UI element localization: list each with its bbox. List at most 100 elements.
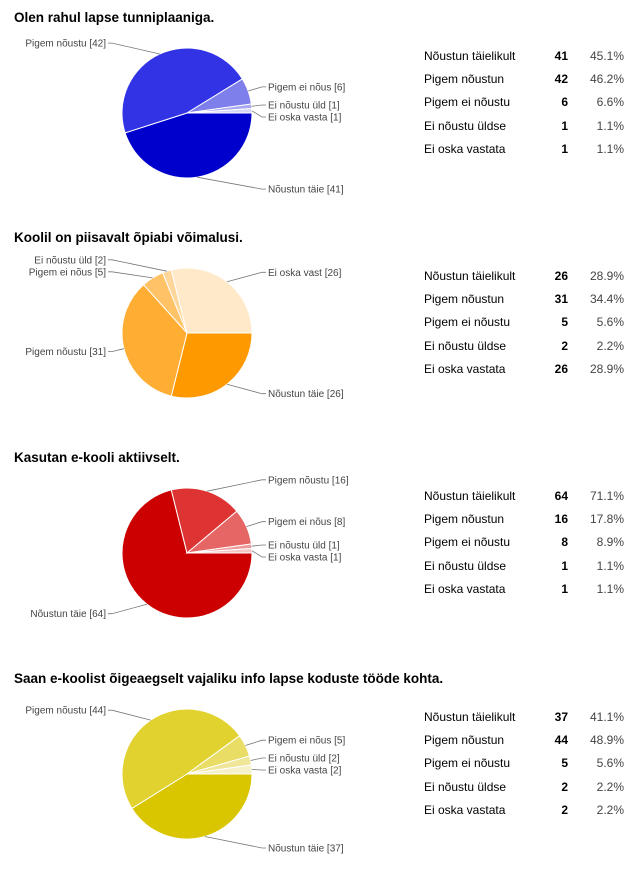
response-percent: 28.9% bbox=[589, 268, 624, 283]
pie-slice bbox=[170, 487, 238, 554]
pie-chart: Nõustun täie [64] Pigem nõustu [16] Pigem … bbox=[30, 475, 349, 620]
response-label: Pigem nõustun bbox=[424, 511, 505, 526]
slice-label: Ei oska vasta [1] bbox=[268, 553, 342, 564]
response-row: Ei nõustu üldse 2 2.2% bbox=[424, 334, 624, 357]
slice-label: Nõustun täie [64] bbox=[30, 609, 106, 620]
slice-leader-line bbox=[226, 383, 266, 395]
slice-leader-line bbox=[251, 769, 266, 771]
response-table: Nõustun täielikult 37 41.1% Pigem nõustun 44… bbox=[424, 705, 624, 821]
slice-leader-line bbox=[251, 550, 266, 558]
response-label: Ei oska vastata bbox=[424, 802, 506, 817]
question-title: Saan e-koolist õigeaegselt vajaliku info… bbox=[14, 671, 444, 686]
slice-label: Pigem ei nõus [6] bbox=[268, 82, 345, 93]
slice-leader-line bbox=[251, 544, 266, 547]
response-count: 1 bbox=[561, 558, 568, 573]
response-count: 5 bbox=[561, 756, 568, 771]
response-percent: 1.1% bbox=[596, 118, 624, 133]
response-label: Ei nõustu üldse bbox=[424, 118, 507, 133]
response-row: Ei nõustu üldse 2 2.2% bbox=[424, 775, 624, 798]
response-label: Ei nõustu üldse bbox=[424, 558, 507, 573]
response-percent: 2.2% bbox=[596, 802, 624, 817]
slice-label: Ei nõustu üld [2] bbox=[268, 754, 340, 765]
slice-label: Nõustun täie [37] bbox=[268, 844, 344, 855]
response-percent: 46.2% bbox=[589, 71, 624, 86]
response-count: 1 bbox=[561, 141, 568, 156]
pie-slice bbox=[121, 283, 188, 397]
response-percent: 1.1% bbox=[596, 558, 624, 573]
slice-label: Ei nõustu üld [1] bbox=[268, 101, 340, 112]
response-count: 26 bbox=[554, 268, 568, 283]
response-percent: 71.1% bbox=[589, 488, 624, 503]
response-count: 42 bbox=[554, 71, 568, 86]
response-row: Pigem ei nõustu 8 8.9% bbox=[424, 531, 624, 554]
response-percent: 48.9% bbox=[589, 732, 624, 747]
response-count: 16 bbox=[554, 511, 568, 526]
response-percent: 5.6% bbox=[596, 315, 624, 330]
response-label: Ei oska vastata bbox=[424, 141, 506, 156]
response-row: Nõustun täielikult 26 28.9% bbox=[424, 264, 624, 287]
response-percent: 28.9% bbox=[589, 361, 624, 376]
response-percent: 1.1% bbox=[596, 581, 624, 596]
pie-slice bbox=[186, 547, 253, 554]
slice-label: Pigem ei nõus [5] bbox=[29, 267, 106, 278]
response-label: Nõustun täielikult bbox=[424, 709, 516, 724]
response-row: Pigem ei nõustu 5 5.6% bbox=[424, 311, 624, 334]
response-count: 31 bbox=[554, 291, 568, 306]
response-row: Nõustun täielikult 64 71.1% bbox=[424, 484, 624, 507]
response-label: Pigem nõustun bbox=[424, 71, 505, 86]
response-label: Nõustun täielikult bbox=[424, 488, 516, 503]
response-row: Ei oska vastata 26 28.9% bbox=[424, 357, 624, 380]
question-section: Saan e-koolist õigeaegselt vajaliku info… bbox=[0, 671, 637, 891]
slice-label: Ei oska vasta [2] bbox=[268, 766, 342, 777]
response-count: 1 bbox=[561, 581, 568, 596]
question-title: Olen rahul lapse tunniplaaniga. bbox=[14, 10, 215, 25]
slice-leader-line bbox=[108, 348, 124, 352]
slice-leader-line bbox=[207, 479, 266, 492]
slice-leader-line bbox=[226, 271, 266, 283]
response-label: Ei nõustu üldse bbox=[424, 779, 507, 794]
slice-label: Pigem nõustu [44] bbox=[25, 706, 106, 717]
slice-label: Nõustun täie [26] bbox=[268, 389, 344, 400]
response-row: Ei nõustu üldse 1 1.1% bbox=[424, 554, 624, 577]
response-count: 44 bbox=[554, 732, 568, 747]
response-percent: 17.8% bbox=[589, 511, 624, 526]
slice-label: Pigem nõustu [42] bbox=[25, 39, 106, 50]
slice-label: Ei nõustu üld [1] bbox=[268, 541, 340, 552]
response-table: Nõustun täielikult 26 28.9% Pigem nõustun 31… bbox=[424, 264, 624, 380]
question-title: Koolil on piisavalt õpiabi võimalusi. bbox=[14, 230, 243, 245]
response-row: Ei oska vastata 1 1.1% bbox=[424, 577, 624, 600]
response-row: Nõustun täielikult 37 41.1% bbox=[424, 705, 624, 728]
slice-leader-line bbox=[251, 104, 266, 107]
response-count: 8 bbox=[561, 535, 568, 550]
slice-leader-line bbox=[246, 521, 266, 527]
response-label: Pigem ei nõustu bbox=[424, 95, 511, 110]
response-label: Ei oska vastata bbox=[424, 361, 506, 376]
pie-slice bbox=[124, 112, 253, 179]
pie-slice bbox=[121, 47, 244, 134]
response-percent: 41.1% bbox=[589, 709, 624, 724]
response-percent: 1.1% bbox=[596, 141, 624, 156]
response-count: 64 bbox=[554, 488, 568, 503]
response-row: Ei nõustu üldse 1 1.1% bbox=[424, 114, 624, 137]
slice-leader-line bbox=[108, 259, 167, 272]
question-section: Olen rahul lapse tunniplaaniga. Nõustun … bbox=[0, 10, 637, 230]
response-label: Pigem nõustun bbox=[424, 732, 505, 747]
response-row: Ei oska vastata 1 1.1% bbox=[424, 137, 624, 160]
slice-label: Pigem nõustu [16] bbox=[268, 475, 349, 486]
slice-label: Ei oska vasta [1] bbox=[268, 113, 342, 124]
question-section: Koolil on piisavalt õpiabi võimalusi. Nõ… bbox=[0, 230, 637, 450]
response-count: 41 bbox=[554, 48, 568, 63]
pie-chart: Nõustun täie [37] Pigem nõustu [44] Pigem … bbox=[25, 706, 345, 855]
slice-label: Ei oska vast [26] bbox=[268, 268, 342, 279]
pie-chart: Nõustun täie [41] Pigem nõustu [42] Pigem … bbox=[25, 39, 345, 196]
slice-leader-line bbox=[108, 271, 153, 279]
response-table: Nõustun täielikult 41 45.1% Pigem nõustun 42… bbox=[424, 44, 624, 160]
response-count: 6 bbox=[561, 95, 568, 110]
response-row: Nõustun täielikult 41 45.1% bbox=[424, 44, 624, 67]
response-percent: 34.4% bbox=[589, 291, 624, 306]
response-row: Pigem nõustun 31 34.4% bbox=[424, 287, 624, 310]
slice-label: Pigem ei nõus [8] bbox=[268, 517, 345, 528]
response-label: Pigem ei nõustu bbox=[424, 756, 511, 771]
response-percent: 5.6% bbox=[596, 756, 624, 771]
response-count: 2 bbox=[561, 338, 568, 353]
